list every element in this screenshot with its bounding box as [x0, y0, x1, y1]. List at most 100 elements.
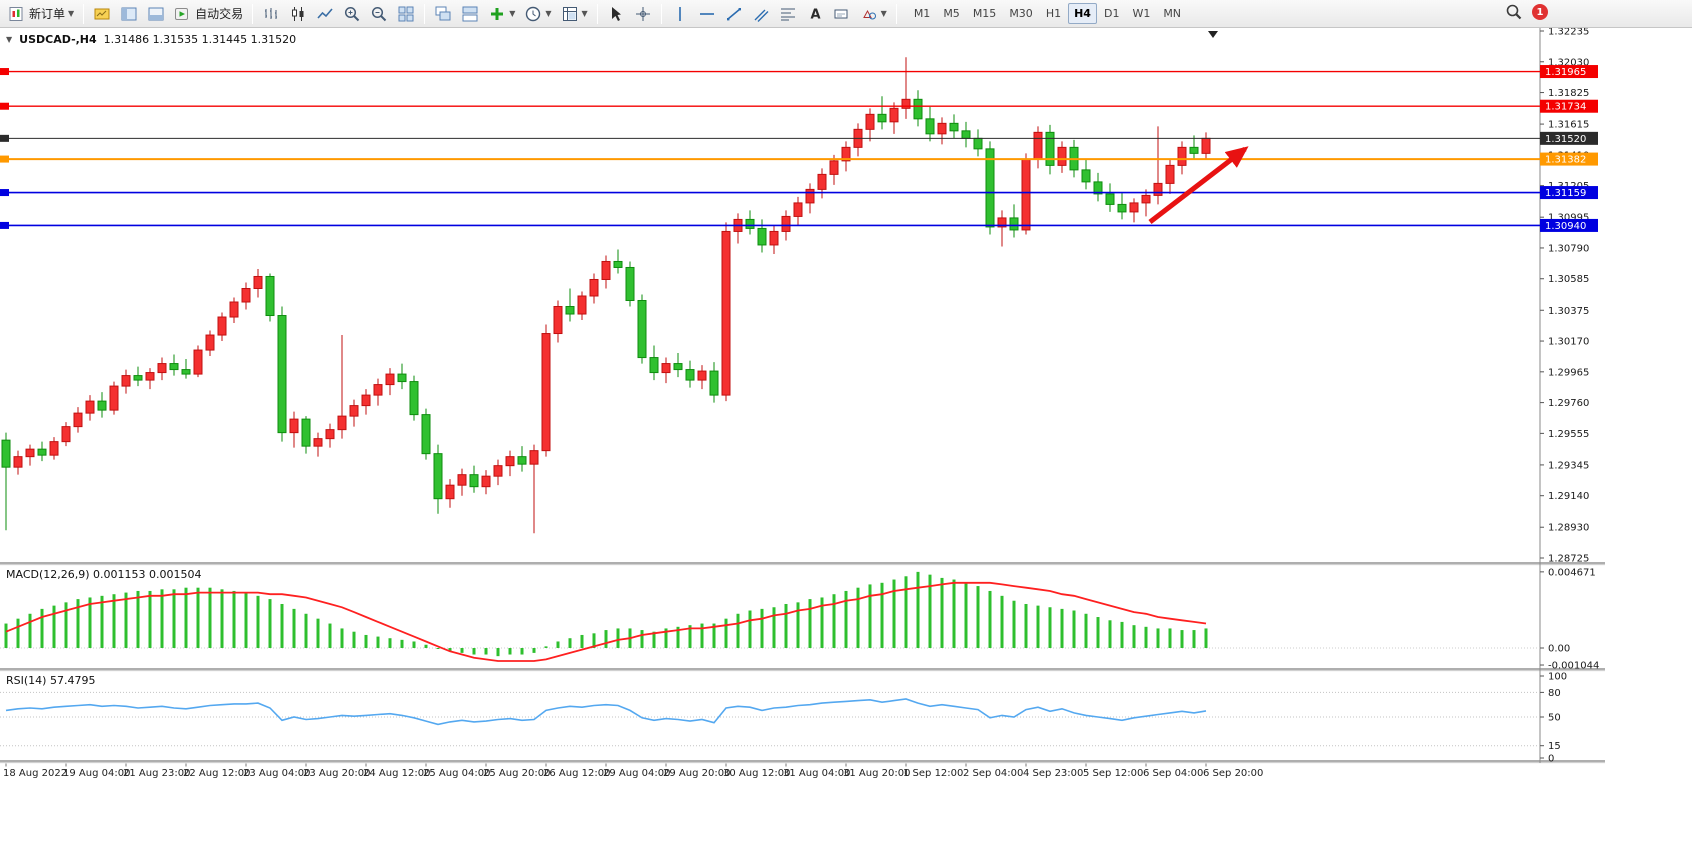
- timeframe-group: M1 M5 M15 M30 H1 H4 D1 W1 MN: [908, 3, 1187, 24]
- collapse-ohlc-icon[interactable]: ▼: [6, 35, 13, 44]
- svg-text:A: A: [810, 7, 820, 22]
- macd-signal-line: [5, 581, 1207, 662]
- timeframe-w1[interactable]: W1: [1126, 3, 1156, 24]
- new-order-label: 新订单: [29, 7, 66, 21]
- date-axis-label: 23 Aug 20:00: [303, 768, 370, 779]
- candlestick-icon: [292, 6, 304, 21]
- periods-button[interactable]: ▼: [520, 2, 555, 26]
- market-watch-button[interactable]: [89, 2, 115, 26]
- price-tag-label: 1.31159: [1545, 188, 1586, 199]
- label-icon: [834, 9, 848, 18]
- templates-button[interactable]: ▼: [557, 2, 592, 26]
- chart-ohlc-header: ▼ USDCAD-,H4 1.31486 1.31535 1.31445 1.3…: [6, 33, 296, 46]
- price-axis-label: 1.30375: [1548, 306, 1589, 317]
- trend-arrow[interactable]: [1148, 146, 1249, 224]
- price-tag-label: 1.31382: [1545, 155, 1586, 166]
- price-tag-label: 1.31520: [1545, 134, 1586, 145]
- macd-axis-label: 0.004671: [1548, 567, 1596, 578]
- rsi-axis-label: 100: [1548, 672, 1567, 683]
- macd-indicator-label: MACD(12,26,9) 0.001153 0.001504: [6, 568, 202, 581]
- candles: [1, 57, 1211, 534]
- chevron-down-icon: ▼: [581, 8, 588, 18]
- zoom-in-button[interactable]: [339, 2, 365, 26]
- vertical-line-icon: [678, 6, 681, 21]
- rsi-indicator-label: RSI(14) 57.4795: [6, 674, 96, 687]
- price-tag-label: 1.30940: [1545, 221, 1586, 232]
- zoom-out-button[interactable]: [366, 2, 392, 26]
- terminal-button[interactable]: [143, 2, 169, 26]
- timeframe-mn[interactable]: MN: [1157, 3, 1187, 24]
- date-axis-label: 6 Sep 04:00: [1143, 768, 1203, 779]
- timeframe-m1[interactable]: M1: [908, 3, 937, 24]
- price-tag: [1540, 99, 1598, 113]
- indicators-plus-icon: [491, 7, 504, 20]
- date-axis-label: 26 Aug 12:00: [543, 768, 610, 779]
- chart-shift-marker[interactable]: [1208, 31, 1218, 38]
- timeframe-m5[interactable]: M5: [937, 3, 966, 24]
- channel-icon: [754, 9, 769, 22]
- price-tag: [1540, 131, 1598, 145]
- date-axis-label: 6 Sep 20:00: [1203, 768, 1263, 779]
- line-chart-icon: [317, 7, 333, 19]
- navigator-button[interactable]: [116, 2, 142, 26]
- new-order-button[interactable]: 新订单 ▼: [4, 2, 78, 26]
- text-icon: A: [810, 7, 820, 22]
- panel-separator[interactable]: [0, 562, 1605, 565]
- tile-windows-icon: [398, 6, 414, 21]
- shapes-tool-button[interactable]: ▼: [856, 2, 891, 26]
- trendline-icon: [726, 7, 741, 20]
- fibonacci-tool-button[interactable]: [775, 2, 801, 26]
- macd-axis-label: -0.001044: [1548, 661, 1599, 672]
- timeframe-m15[interactable]: M15: [967, 3, 1003, 24]
- vertical-line-tool-button[interactable]: [667, 2, 693, 26]
- panel-separator[interactable]: [0, 668, 1605, 671]
- main-toolbar: 新订单 ▼ 自动交易: [0, 0, 1692, 28]
- date-axis-label: 23 Aug 04:00: [243, 768, 310, 779]
- timeframe-h4[interactable]: H4: [1068, 3, 1097, 24]
- date-axis-label: 29 Aug 04:00: [603, 768, 670, 779]
- price-axis-label: 1.29760: [1548, 398, 1589, 409]
- price-tag-label: 1.31965: [1545, 67, 1586, 78]
- cascade-windows-button[interactable]: [430, 2, 456, 26]
- macd-axis-label: 0.00: [1548, 644, 1570, 655]
- timeframe-h1[interactable]: H1: [1040, 3, 1067, 24]
- crosshair-tool-button[interactable]: [630, 2, 656, 26]
- bar-chart-mode-button[interactable]: [258, 2, 284, 26]
- tile-windows-button[interactable]: [393, 2, 419, 26]
- chart-ohlc-values: 1.31486 1.31535 1.31445 1.31520: [103, 33, 297, 46]
- date-axis-label: 4 Sep 23:00: [1023, 768, 1083, 779]
- chart-canvas[interactable]: 1.322351.320301.318251.316151.314101.312…: [0, 28, 1692, 851]
- autotrading-button[interactable]: 自动交易: [170, 2, 247, 26]
- zoom-in-icon: [345, 6, 360, 21]
- text-tool-button[interactable]: A: [802, 2, 828, 26]
- indicators-button[interactable]: ▼: [484, 2, 519, 26]
- zoom-out-icon: [372, 6, 387, 21]
- search-icon[interactable]: [1505, 3, 1523, 21]
- channel-tool-button[interactable]: [748, 2, 774, 26]
- bar-chart-icon: [265, 7, 278, 19]
- chevron-down-icon: ▼: [68, 8, 75, 18]
- arrange-windows-button[interactable]: [457, 2, 483, 26]
- crosshair-icon: [635, 6, 650, 21]
- arrange-windows-icon: [462, 6, 478, 21]
- rsi-axis-label: 80: [1548, 688, 1561, 699]
- price-axis-label: 1.30995: [1548, 213, 1589, 224]
- price-level-left-tag: [0, 221, 9, 229]
- toolbar-separator: [660, 3, 662, 24]
- timeframe-d1[interactable]: D1: [1098, 3, 1125, 24]
- cursor-tool-button[interactable]: [603, 2, 629, 26]
- panel-separator[interactable]: [0, 760, 1605, 763]
- notification-badge[interactable]: 1: [1532, 4, 1548, 20]
- macd-histogram: [4, 571, 1208, 657]
- date-axis-label: 31 Aug 04:00: [783, 768, 850, 779]
- toolbar-separator: [252, 3, 254, 24]
- line-chart-mode-button[interactable]: [312, 2, 338, 26]
- label-tool-button[interactable]: [829, 2, 855, 26]
- horizontal-line-tool-button[interactable]: [694, 2, 720, 26]
- price-axis-label: 1.29140: [1548, 491, 1589, 502]
- price-axis-label: 1.30170: [1548, 337, 1589, 348]
- toolbar-separator: [596, 3, 598, 24]
- candlestick-mode-button[interactable]: [285, 2, 311, 26]
- trendline-tool-button[interactable]: [721, 2, 747, 26]
- timeframe-m30[interactable]: M30: [1003, 3, 1039, 24]
